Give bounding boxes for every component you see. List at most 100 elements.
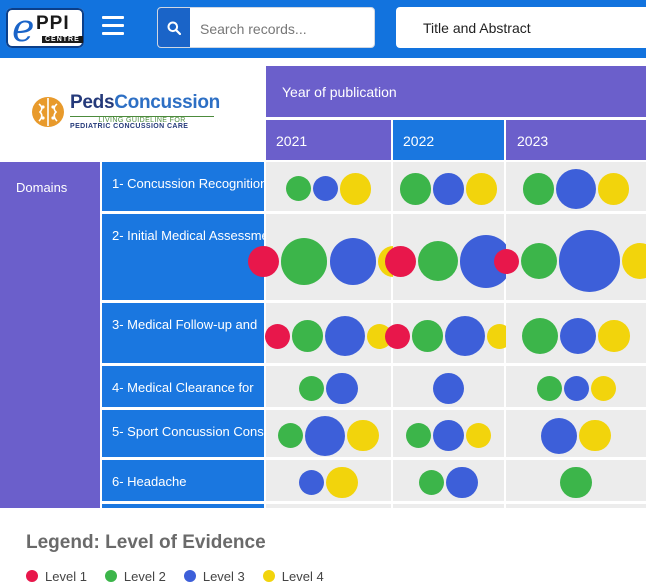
evidence-bubble-level-4[interactable] [347, 420, 379, 452]
row-label[interactable]: 1- Concussion Recognition [102, 162, 264, 211]
evidence-bubble-level-3[interactable] [541, 417, 578, 454]
evidence-cell[interactable] [384, 303, 513, 363]
evidence-bubble-level-4[interactable] [466, 423, 492, 449]
search-icon [167, 21, 181, 35]
evidence-bubble-level-3[interactable] [305, 415, 346, 456]
evidence-bubble-level-2[interactable] [560, 466, 592, 499]
evidence-cell[interactable] [506, 410, 646, 457]
evidence-bubble-level-1[interactable] [384, 323, 410, 349]
evidence-cell[interactable] [393, 162, 504, 211]
evidence-cell[interactable] [393, 504, 504, 508]
evidence-bubble-level-4[interactable] [598, 320, 630, 352]
evidence-bubble-level-2[interactable] [522, 318, 559, 354]
evidence-cell[interactable] [506, 504, 646, 508]
evidence-bubble-level-4[interactable] [590, 376, 616, 402]
evidence-cell[interactable] [506, 303, 646, 363]
top-bar: e PPI CENTRE Title and Abstract [0, 0, 646, 58]
evidence-bubble-level-2[interactable] [405, 423, 431, 449]
year-header: Year of publication [266, 66, 646, 117]
row-label[interactable]: 6- Headache [102, 460, 264, 501]
evidence-bubble-level-3[interactable] [326, 372, 358, 405]
evidence-bubble-level-3[interactable] [446, 466, 478, 499]
evidence-cell[interactable] [506, 366, 646, 407]
evidence-bubble-level-3[interactable] [329, 237, 377, 285]
legend-title: Legend: Level of Evidence [26, 532, 266, 553]
evidence-bubble-level-2[interactable] [299, 376, 325, 402]
evidence-cell[interactable] [393, 460, 504, 501]
evidence-bubble-level-2[interactable] [536, 376, 562, 402]
evidence-bubble-level-2[interactable] [411, 320, 444, 352]
evidence-cell[interactable] [266, 366, 391, 407]
row-label[interactable]: 3- Medical Follow-up and [102, 303, 264, 363]
logo-e: e [12, 6, 35, 50]
pedsconcussion-logo: PedsConcussion LIVING GUIDELINE FOR PEDI… [30, 92, 220, 134]
logo-centre: CENTRE [42, 36, 83, 43]
legend-item-level-3[interactable]: Level 3 [183, 568, 245, 584]
row-label[interactable]: 2- Initial Medical Assessment [102, 214, 264, 300]
eppi-centre-logo[interactable]: e PPI CENTRE [6, 6, 84, 50]
evidence-cell[interactable] [384, 214, 513, 300]
evidence-bubble-level-3[interactable] [560, 318, 597, 354]
evidence-bubble-level-4[interactable] [622, 243, 646, 280]
evidence-bubble-level-1[interactable] [384, 245, 416, 277]
evidence-bubble-level-2[interactable] [417, 241, 458, 282]
evidence-bubble-level-4[interactable] [598, 173, 630, 205]
evidence-cell[interactable] [247, 214, 410, 300]
evidence-cell[interactable] [266, 504, 391, 508]
evidence-bubble-level-2[interactable] [419, 470, 445, 496]
search-field-select-value: Title and Abstract [423, 20, 531, 36]
evidence-cell[interactable] [506, 460, 646, 501]
evidence-bubble-level-4[interactable] [339, 173, 372, 205]
evidence-cell[interactable] [264, 303, 393, 363]
evidence-bubble-level-3[interactable] [299, 470, 325, 496]
sponsor-title: PedsConcussion [70, 92, 220, 113]
level-2-swatch [104, 570, 117, 582]
evidence-bubble-level-1[interactable] [247, 245, 279, 277]
evidence-bubble-level-3[interactable] [325, 316, 366, 356]
evidence-bubble-level-2[interactable] [285, 176, 311, 202]
row-label[interactable]: 4- Medical Clearance for [102, 366, 264, 407]
evidence-cell[interactable] [393, 410, 504, 457]
legend: Level 1 Level 2 Level 3 Level 4 [26, 568, 342, 584]
evidence-bubble-level-3[interactable] [445, 316, 486, 356]
legend-item-level-4[interactable]: Level 4 [262, 568, 324, 584]
column-header[interactable]: 2022 [393, 120, 504, 160]
legend-item-level-1[interactable]: Level 1 [26, 568, 87, 584]
evidence-bubble-level-4[interactable] [326, 466, 358, 499]
evidence-cell[interactable] [266, 410, 391, 457]
sponsor-subtitle-1: LIVING GUIDELINE FOR [70, 116, 214, 125]
column-header[interactable]: 2021 [266, 120, 391, 160]
evidence-bubble-level-3[interactable] [558, 230, 621, 293]
evidence-bubble-level-2[interactable] [399, 173, 431, 205]
legend-item-level-2[interactable]: Level 2 [104, 568, 166, 584]
evidence-cell[interactable] [506, 162, 646, 211]
evidence-bubble-level-2[interactable] [291, 320, 324, 352]
search-field-select[interactable]: Title and Abstract [396, 7, 646, 48]
evidence-bubble-level-4[interactable] [579, 420, 611, 452]
evidence-bubble-level-2[interactable] [278, 423, 304, 449]
search-input[interactable] [198, 8, 372, 47]
level-3-swatch [183, 570, 196, 582]
evidence-bubble-level-3[interactable] [556, 168, 596, 209]
evidence-cell[interactable] [266, 460, 391, 501]
evidence-bubble-level-1[interactable] [264, 323, 290, 349]
evidence-bubble-level-1[interactable] [493, 248, 519, 274]
menu-icon[interactable] [102, 16, 124, 36]
search-box [157, 7, 375, 48]
evidence-bubble-level-2[interactable] [520, 243, 557, 280]
evidence-bubble-level-4[interactable] [466, 173, 498, 205]
evidence-bubble-level-3[interactable] [563, 376, 589, 402]
evidence-bubble-level-3[interactable] [432, 372, 465, 405]
evidence-cell[interactable] [493, 214, 646, 300]
evidence-bubble-level-2[interactable] [522, 173, 554, 205]
evidence-cell[interactable] [393, 366, 504, 407]
evidence-cell[interactable] [266, 162, 391, 211]
evidence-bubble-level-3[interactable] [312, 176, 338, 202]
level-1-swatch [26, 570, 38, 582]
column-header[interactable]: 2023 [506, 120, 646, 160]
row-label[interactable]: 5- Sport Concussion Cons [102, 410, 264, 457]
evidence-bubble-level-3[interactable] [432, 173, 465, 205]
evidence-bubble-level-2[interactable] [280, 237, 328, 285]
search-button[interactable] [158, 8, 190, 47]
evidence-bubble-level-3[interactable] [432, 420, 465, 452]
